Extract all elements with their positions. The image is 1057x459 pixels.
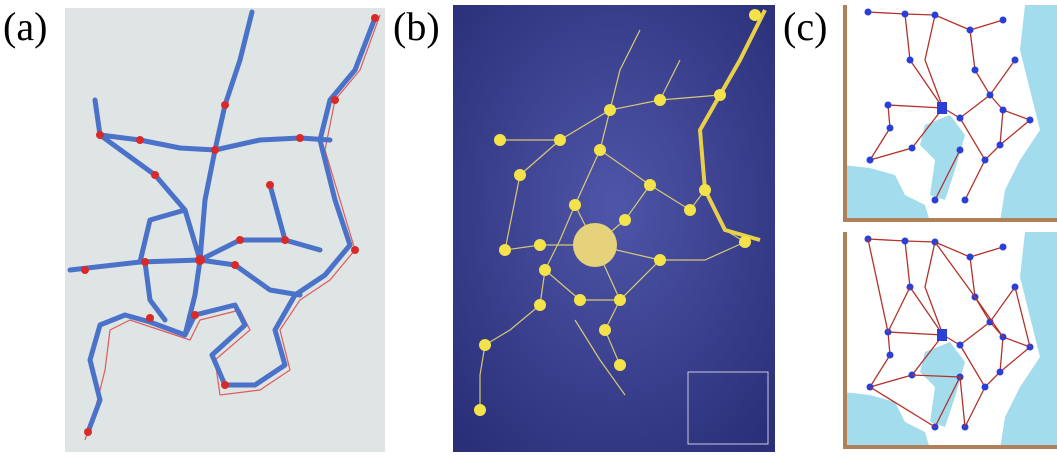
panel-c-map-bottom xyxy=(843,232,1057,449)
panel-a-photo xyxy=(65,8,385,452)
panel-c-map-top xyxy=(843,5,1057,222)
page: (a) (b) (c) (() => { const data = JSON.p… xyxy=(0,0,1057,454)
panel-label: (c) xyxy=(783,4,827,49)
panel-label: (a) xyxy=(3,4,47,49)
panel-b-photo xyxy=(453,5,775,452)
panel-label: (b) xyxy=(393,4,440,49)
figure: (a) (b) (c) xyxy=(0,0,1057,454)
